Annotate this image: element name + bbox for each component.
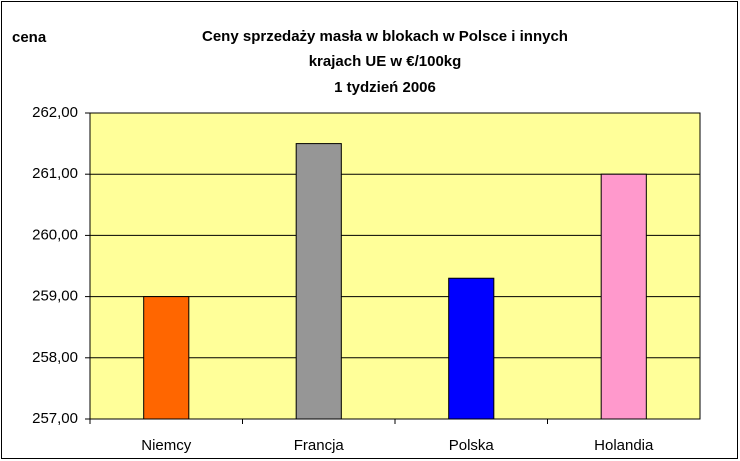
chart-title: krajach UE w €/100kg	[309, 53, 462, 70]
y-tick-label: 258,00	[32, 349, 78, 366]
y-tick-label: 257,00	[32, 410, 78, 427]
y-axis-label: cena	[12, 29, 47, 46]
y-tick-label: 259,00	[32, 288, 78, 305]
bar	[448, 277, 495, 420]
x-tick-label: Niemcy	[141, 437, 192, 454]
bar	[143, 296, 190, 420]
y-tick-label: 261,00	[32, 165, 78, 182]
bar	[295, 143, 342, 420]
y-tick-label: 262,00	[32, 104, 78, 121]
y-tick-label: 260,00	[32, 226, 78, 243]
chart-title: 1 tydzień 2006	[334, 79, 436, 96]
plot-area	[90, 113, 700, 419]
x-tick-label: Holandia	[594, 437, 654, 454]
x-tick-label: Francja	[294, 437, 345, 454]
x-tick-label: Polska	[449, 437, 495, 454]
chart-title: Ceny sprzedaży masła w blokach w Polsce …	[202, 28, 568, 45]
bar	[600, 173, 647, 420]
